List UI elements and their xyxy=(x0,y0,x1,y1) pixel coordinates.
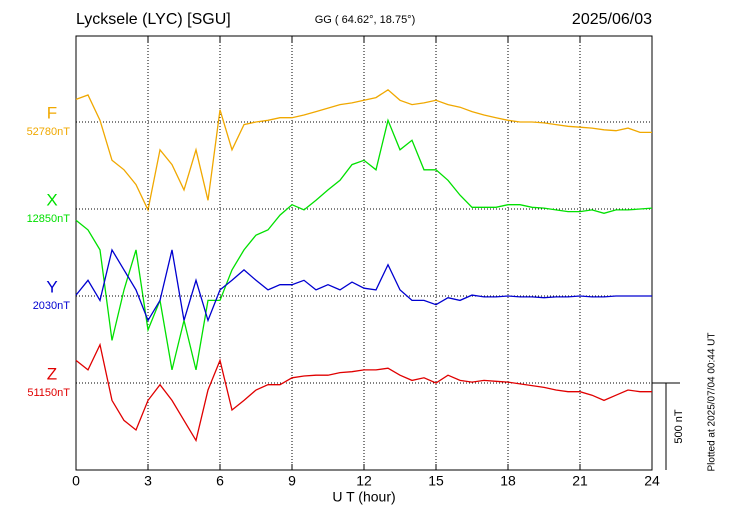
x-axis-label: U T (hour) xyxy=(332,489,395,505)
x-tick-label: 24 xyxy=(644,473,660,489)
x-tick-label: 15 xyxy=(428,473,444,489)
chart-title: Lycksele (LYC) [SGU] xyxy=(76,11,231,28)
series-line xyxy=(75,248,652,323)
series-name: Z xyxy=(47,364,57,383)
scale-bar-label: 500 nT xyxy=(673,409,685,444)
baseline-label: 52780nT xyxy=(27,126,71,138)
x-tick-label: 12 xyxy=(356,473,372,489)
x-tick-label: 21 xyxy=(572,473,588,489)
x-tick-label: 9 xyxy=(288,473,296,489)
date: 2025/06/03 xyxy=(572,11,652,28)
baseline-label: 12850nT xyxy=(27,213,71,225)
baseline-label: 51150nT xyxy=(27,387,70,399)
series-line xyxy=(75,88,652,212)
x-tick-label: 18 xyxy=(500,473,516,489)
baseline-label: 2030nT xyxy=(33,300,71,312)
x-tick-label: 6 xyxy=(216,473,224,489)
coordinates: GG ( 64.62°, 18.75°) xyxy=(315,14,416,26)
series-name: X xyxy=(46,190,57,209)
series-name: F xyxy=(47,103,57,122)
series-line xyxy=(75,342,652,443)
plotted-note: Plotted at 2025/07/04 00:44 UT xyxy=(707,333,718,472)
x-tick-label: 0 xyxy=(72,473,80,489)
series-line xyxy=(75,118,653,371)
x-tick-label: 3 xyxy=(144,473,152,489)
series-name: Y xyxy=(46,277,57,296)
